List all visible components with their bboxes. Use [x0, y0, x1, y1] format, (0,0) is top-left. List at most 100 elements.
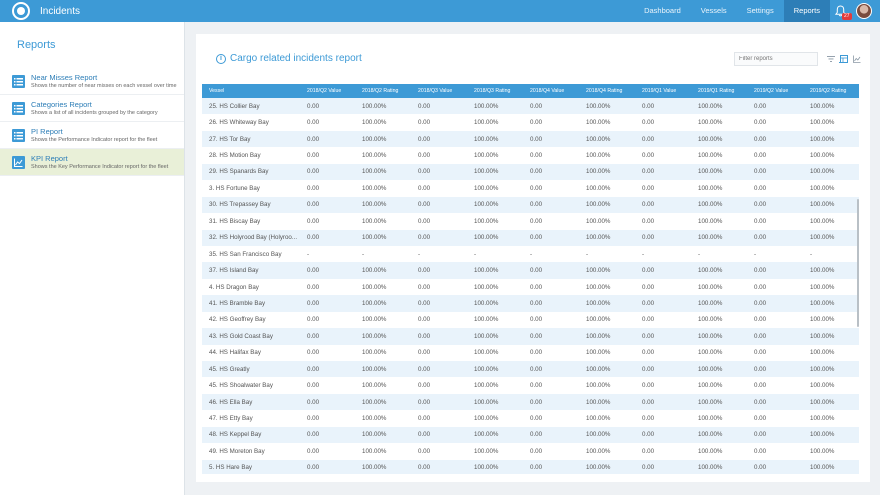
value-cell: 100.00% — [579, 278, 635, 296]
value-cell: 0.00 — [747, 98, 803, 115]
value-cell: 0.00 — [523, 361, 579, 378]
value-cell: 0.00 — [523, 229, 579, 246]
column-header[interactable]: 2018/Q4 Value — [523, 84, 579, 98]
sidebar-item-pi[interactable]: PI Report Shows the Performance Indicato… — [0, 122, 184, 149]
avatar[interactable] — [856, 3, 872, 19]
table-row[interactable]: 28. HS Motion Bay 0.00 100.00% 0.00 100.00% 0… — [202, 147, 859, 164]
bell-icon[interactable] — [834, 4, 847, 17]
info-icon[interactable]: i — [216, 53, 226, 64]
nav-reports[interactable]: Reports — [783, 0, 830, 22]
value-cell: 0.00 — [523, 459, 579, 474]
value-cell: 100.00% — [579, 163, 635, 181]
value-cell: 0.00 — [523, 410, 579, 427]
table-row[interactable]: 48. HS Keppel Bay 0.00 100.00% 0.00 100.00% 0… — [202, 426, 859, 444]
value-cell: 100.00% — [355, 426, 411, 444]
value-cell: 0.00 — [523, 213, 579, 230]
value-cell: 100.00% — [691, 114, 747, 131]
nav-settings[interactable]: Settings — [746, 6, 774, 15]
value-cell: 100.00% — [803, 393, 859, 411]
table-row[interactable]: 27. HS Tor Bay 0.00 100.00% 0.00 100.00% 0.00… — [202, 130, 859, 148]
app-title: Incidents — [40, 5, 81, 17]
value-cell: 0.00 — [747, 361, 803, 378]
table-scrollbar[interactable] — [857, 199, 859, 327]
list-icon — [12, 74, 25, 88]
column-header[interactable]: 2018/Q3 Value — [411, 84, 467, 98]
vessel-cell: 3. HS Fortune Bay — [202, 180, 300, 197]
value-cell: 0.00 — [300, 163, 355, 181]
line-chart-icon[interactable] — [852, 55, 861, 63]
nav-dashboard[interactable]: Dashboard — [644, 6, 681, 15]
sidebar-item-categories[interactable]: Categories Report Shows a list of all in… — [0, 95, 184, 122]
value-cell: 0.00 — [411, 393, 467, 411]
value-cell: 100.00% — [803, 229, 859, 246]
value-cell: - — [579, 245, 635, 263]
value-cell: 0.00 — [523, 311, 579, 329]
value-cell: 0.00 — [523, 130, 579, 148]
value-cell: 0.00 — [300, 410, 355, 427]
table-row[interactable]: 45. HS Greatly 0.00 100.00% 0.00 100.00% 0.00… — [202, 361, 859, 378]
report-description: Shows a list of all incidents grouped by… — [31, 109, 158, 116]
filter-icon[interactable] — [826, 55, 835, 63]
column-header[interactable]: 2018/Q4 Rating — [579, 84, 635, 98]
column-header[interactable]: 2019/Q2 Rating — [803, 84, 859, 98]
vessel-cell: 47. HS Etty Bay — [202, 410, 300, 427]
column-header[interactable]: Vessel — [202, 84, 300, 98]
table-row[interactable]: 46. HS Ella Bay 0.00 100.00% 0.00 100.00% 0.0… — [202, 393, 859, 411]
table-row[interactable]: 29. HS Spanards Bay 0.00 100.00% 0.00 100.00… — [202, 163, 859, 181]
value-cell: 100.00% — [803, 278, 859, 296]
table-row[interactable]: 49. HS Moreton Bay 0.00 100.00% 0.00 100.00%… — [202, 443, 859, 460]
table-row[interactable]: 35. HS San Francisco Bay - - - - - - - - - - — [202, 245, 859, 263]
value-cell: 100.00% — [803, 377, 859, 394]
table-row[interactable]: 45. HS Shoalwater Bay 0.00 100.00% 0.00 100.… — [202, 377, 859, 394]
value-cell: 100.00% — [579, 443, 635, 460]
filter-reports-input[interactable] — [734, 52, 818, 66]
sidebar-item-kpi[interactable]: KPI Report Shows the Key Performance Ind… — [0, 149, 184, 176]
table-row[interactable]: 43. HS Gold Coast Bay 0.00 100.00% 0.00 100.… — [202, 328, 859, 345]
vessel-cell: 32. HS Holyrood Bay (Holyroo... — [202, 229, 300, 246]
value-cell: 0.00 — [411, 213, 467, 230]
column-header[interactable]: 2019/Q1 Rating — [691, 84, 747, 98]
column-header[interactable]: 2018/Q2 Rating — [355, 84, 411, 98]
value-cell: 100.00% — [467, 426, 523, 444]
table-row[interactable]: 31. HS Biscay Bay 0.00 100.00% 0.00 100.00% 0… — [202, 213, 859, 230]
table-row[interactable]: 25. HS Collier Bay 0.00 100.00% 0.00 100.00%… — [202, 98, 859, 115]
table-icon[interactable] — [839, 54, 848, 63]
table-row[interactable]: 5. HS Hare Bay 0.00 100.00% 0.00 100.00% 0.00… — [202, 459, 859, 474]
column-header[interactable]: 2019/Q1 Value — [635, 84, 691, 98]
sidebar-item-near-misses[interactable]: Near Misses Report Shows the number of n… — [0, 68, 184, 95]
report-description: Shows the Performance Indicator report f… — [31, 136, 158, 143]
value-cell: 0.00 — [411, 114, 467, 131]
value-cell: 0.00 — [523, 262, 579, 279]
vessel-cell: 42. HS Geoffrey Bay — [202, 311, 300, 329]
value-cell: 100.00% — [803, 114, 859, 131]
table-row[interactable]: 26. HS Whiteway Bay 0.00 100.00% 0.00 100.00… — [202, 114, 859, 131]
value-cell: 100.00% — [467, 311, 523, 329]
value-cell: 100.00% — [803, 180, 859, 197]
value-cell: 100.00% — [467, 295, 523, 312]
table-body: 25. HS Collier Bay 0.00 100.00% 0.00 100.00%… — [202, 98, 859, 474]
report-title-row: i Cargo related incidents report — [216, 53, 362, 64]
list-icon — [12, 128, 25, 142]
column-header[interactable]: 2019/Q2 Value — [747, 84, 803, 98]
table-row[interactable]: 37. HS Island Bay 0.00 100.00% 0.00 100.00% 0… — [202, 262, 859, 279]
value-cell: 0.00 — [635, 295, 691, 312]
column-header[interactable]: 2018/Q3 Rating — [467, 84, 523, 98]
value-cell: - — [411, 245, 467, 263]
value-cell: 0.00 — [411, 361, 467, 378]
table-row[interactable]: 30. HS Trepassey Bay 0.00 100.00% 0.00 100.0… — [202, 196, 859, 214]
table-row[interactable]: 44. HS Halifax Bay 0.00 100.00% 0.00 100.00%… — [202, 344, 859, 361]
table-row[interactable]: 4. HS Dragon Bay 0.00 100.00% 0.00 100.00% 0.… — [202, 278, 859, 296]
value-cell: 0.00 — [635, 426, 691, 444]
table-row[interactable]: 47. HS Etty Bay 0.00 100.00% 0.00 100.00% 0.0… — [202, 410, 859, 427]
report-table-container: Vessel 2018/Q2 Value 2018/Q2 Rating 2018… — [202, 84, 859, 474]
table-row[interactable]: 42. HS Geoffrey Bay 0.00 100.00% 0.00 100.00… — [202, 311, 859, 329]
value-cell: 100.00% — [691, 130, 747, 148]
table-row[interactable]: 32. HS Holyrood Bay (Holyroo... 0.00 100.0… — [202, 229, 859, 246]
table-row[interactable]: 41. HS Bramble Bay 0.00 100.00% 0.00 100.00%… — [202, 295, 859, 312]
value-cell: 0.00 — [747, 426, 803, 444]
column-header[interactable]: 2018/Q2 Value — [300, 84, 355, 98]
ship-wheel-icon[interactable] — [12, 2, 30, 20]
table-row[interactable]: 3. HS Fortune Bay 0.00 100.00% 0.00 100.00% 0… — [202, 180, 859, 197]
value-cell: 0.00 — [523, 180, 579, 197]
nav-vessels[interactable]: Vessels — [700, 6, 727, 15]
